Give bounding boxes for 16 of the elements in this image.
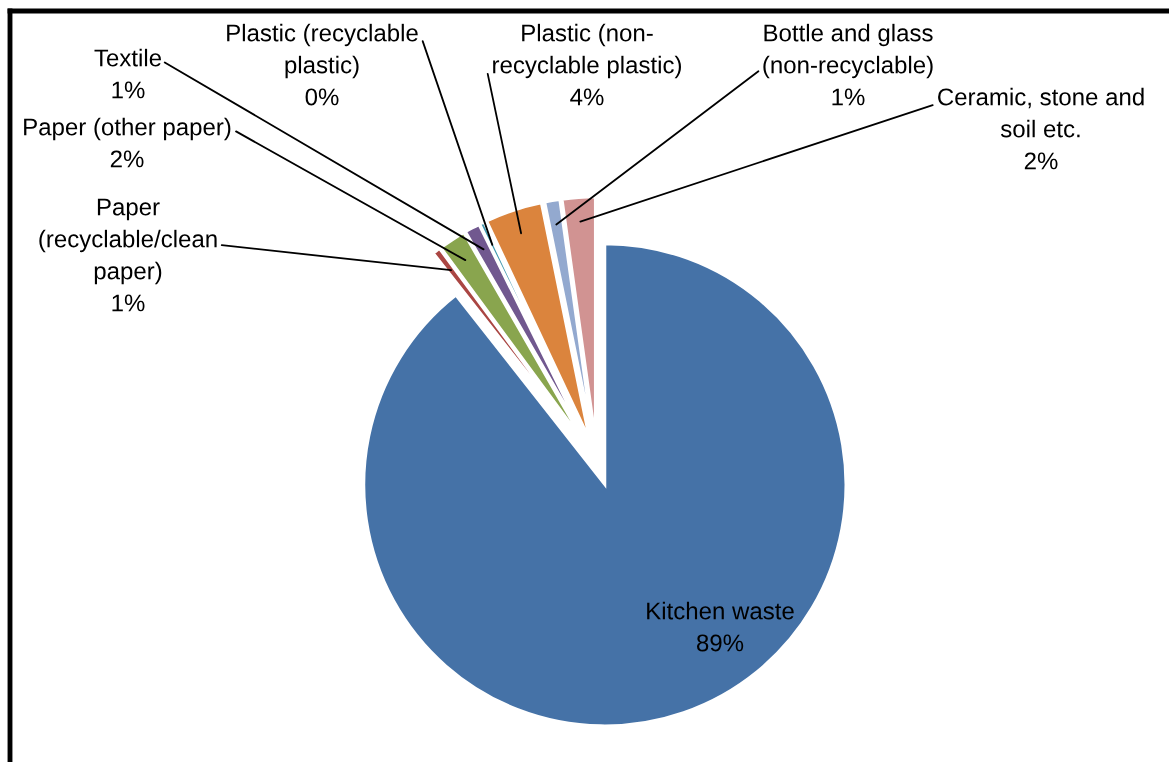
data-label: 1% [112, 294, 145, 312]
data-label: 2% [1024, 152, 1058, 170]
data-label: 0% [305, 88, 339, 106]
slice-label: Paper (other paper) [24, 117, 231, 141]
data-label: 4% [570, 88, 604, 106]
slice-label: Kitchen waste [647, 601, 794, 620]
data-label: 2% [110, 150, 144, 168]
slice-label: Plastic (non- recyclable plastic) [493, 23, 681, 79]
data-label: 1% [832, 88, 865, 106]
slice-label: Ceramic, stone and soil etc. [938, 87, 1144, 138]
data-label: 89% [697, 634, 744, 652]
slice-label: Plastic (recyclable plastic) [227, 23, 418, 79]
slice-label: Textile [94, 48, 161, 67]
slice-label: Paper (recyclable/clean paper) [39, 198, 217, 285]
data-label: 1% [112, 81, 145, 99]
slice-label: Bottle and glass (non-recyclable) [763, 23, 933, 79]
